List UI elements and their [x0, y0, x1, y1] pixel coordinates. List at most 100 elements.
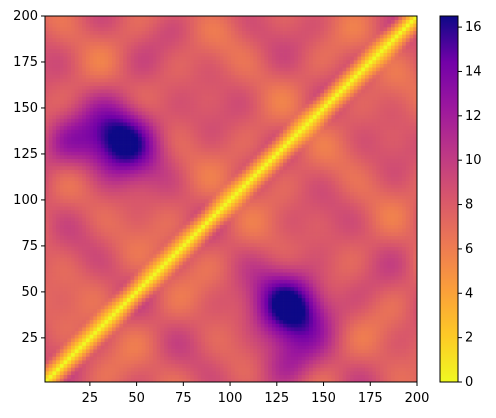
heatmap-cell: [193, 81, 198, 86]
heatmap-cell: [164, 166, 169, 171]
heatmap-cell: [104, 301, 109, 306]
heatmap-cell: [145, 162, 150, 167]
heatmap-cell: [134, 213, 139, 218]
heatmap-cell: [78, 147, 83, 152]
heatmap-cell: [48, 41, 53, 46]
heatmap-cell: [48, 180, 53, 185]
heatmap-cell: [45, 107, 50, 112]
heatmap-cell: [156, 107, 161, 112]
heatmap-cell: [175, 188, 180, 193]
heatmap-cell: [93, 96, 98, 101]
heatmap-cell: [141, 133, 146, 138]
heatmap-cell: [186, 264, 191, 269]
heatmap-cell: [52, 356, 57, 361]
heatmap-cell: [71, 334, 76, 339]
heatmap-cell: [126, 125, 131, 130]
heatmap-cell: [193, 158, 198, 163]
heatmap-cell: [74, 374, 79, 379]
heatmap-cell: [193, 191, 198, 196]
heatmap-cell: [48, 213, 53, 218]
heatmap-cell: [74, 184, 79, 189]
heatmap-cell: [190, 231, 195, 236]
heatmap-cell: [145, 103, 150, 108]
heatmap-cell: [219, 180, 224, 185]
heatmap-cell: [52, 312, 57, 317]
heatmap-cell: [45, 228, 50, 233]
heatmap-cell: [48, 341, 53, 346]
heatmap-cell: [164, 70, 169, 75]
heatmap-cell: [63, 220, 68, 225]
heatmap-cell: [197, 140, 202, 145]
heatmap-cell: [197, 67, 202, 72]
heatmap-cell: [227, 169, 232, 174]
heatmap-cell: [82, 253, 87, 258]
heatmap-cell: [119, 191, 124, 196]
heatmap-cell: [156, 144, 161, 149]
heatmap-cell: [48, 23, 53, 28]
heatmap-cell: [78, 129, 83, 134]
heatmap-cell: [74, 23, 79, 28]
heatmap-cell: [111, 352, 117, 357]
heatmap-cell: [71, 220, 76, 225]
heatmap-cell: [71, 45, 76, 50]
heatmap-cell: [104, 206, 109, 211]
heatmap-cell: [71, 74, 76, 79]
heatmap-cell: [100, 316, 105, 321]
heatmap-cell: [223, 166, 228, 171]
heatmap-cell: [71, 279, 76, 284]
heatmap-cell: [115, 297, 120, 302]
heatmap-cell: [193, 264, 198, 269]
heatmap-cell: [85, 356, 90, 361]
heatmap-cell: [74, 129, 79, 134]
heatmap-cell: [219, 30, 224, 35]
heatmap-cell: [216, 199, 221, 204]
heatmap-cell: [193, 78, 198, 83]
heatmap-cell: [71, 100, 76, 105]
heatmap-cell: [164, 209, 169, 214]
heatmap-cell: [126, 217, 131, 222]
heatmap-cell: [227, 34, 232, 39]
heatmap-cell: [123, 129, 128, 134]
heatmap-cell: [111, 268, 117, 273]
heatmap-cell: [97, 250, 102, 255]
heatmap-cell: [104, 246, 109, 251]
heatmap-cell: [115, 177, 120, 182]
heatmap-cell: [48, 323, 53, 328]
heatmap-cell: [212, 275, 217, 280]
heatmap-cell: [89, 312, 94, 317]
heatmap-cell: [100, 67, 105, 72]
heatmap-cell: [208, 144, 213, 149]
heatmap-cell: [119, 316, 124, 321]
heatmap-cell: [104, 89, 109, 94]
heatmap-cell: [89, 114, 94, 119]
heatmap-cell: [85, 140, 90, 145]
heatmap-cell: [204, 103, 210, 108]
heatmap-cell: [45, 37, 50, 42]
heatmap-cell: [197, 136, 202, 141]
heatmap-cell: [193, 92, 198, 97]
heatmap-cell: [208, 92, 213, 97]
heatmap-cell: [190, 74, 195, 79]
heatmap-cell: [97, 92, 102, 97]
heatmap-cell: [119, 158, 124, 163]
heatmap-cell: [89, 140, 94, 145]
heatmap-cell: [152, 92, 157, 97]
heatmap-cell: [227, 78, 232, 83]
heatmap-cell: [71, 59, 76, 64]
heatmap-cell: [208, 202, 213, 207]
heatmap-cell: [145, 257, 150, 262]
heatmap-cell: [193, 235, 198, 240]
heatmap-cell: [175, 195, 180, 200]
heatmap-cell: [212, 16, 217, 21]
heatmap-cell: [56, 257, 61, 262]
heatmap-cell: [104, 16, 109, 21]
heatmap-cell: [216, 41, 221, 46]
heatmap-cell: [52, 155, 57, 160]
heatmap-cell: [197, 144, 202, 149]
heatmap-cell: [63, 169, 68, 174]
heatmap-cell: [71, 374, 76, 379]
heatmap-cell: [85, 118, 90, 123]
heatmap-cell: [71, 114, 76, 119]
heatmap-cell: [149, 23, 154, 28]
